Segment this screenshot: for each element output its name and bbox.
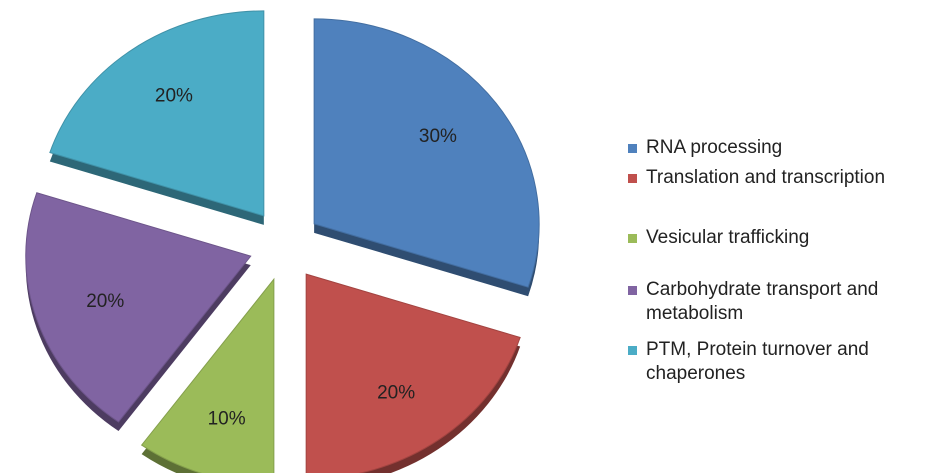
legend-item: PTM, Protein turnover and chaperones — [628, 338, 950, 386]
data-label: 20% — [86, 291, 124, 312]
legend-item: Translation and transcription — [628, 166, 950, 190]
slice — [25, 192, 252, 423]
legend-label: Translation and transcription — [646, 167, 886, 188]
data-label: 10% — [208, 409, 246, 430]
legend-swatch — [628, 144, 637, 153]
slice — [313, 18, 540, 288]
legend-swatch — [628, 174, 637, 183]
slice — [140, 277, 275, 473]
slice — [305, 273, 521, 473]
data-label: 30% — [419, 126, 457, 147]
slice — [49, 10, 265, 217]
legend-swatch — [628, 346, 637, 355]
legend-label: Carbohydrate transport and metabolism — [646, 279, 879, 324]
legend-label: Vesicular trafficking — [646, 227, 810, 248]
data-label: 20% — [155, 85, 193, 106]
data-label: 20% — [377, 383, 415, 404]
legend-label: RNA processing — [646, 137, 783, 158]
legend-item: Carbohydrate transport and metabolism — [628, 278, 950, 326]
legend-swatch — [628, 286, 637, 295]
legend-item: RNA processing — [628, 136, 950, 160]
legend-swatch — [628, 234, 637, 243]
legend-label: PTM, Protein turnover and chaperones — [646, 339, 869, 384]
legend-item: Vesicular trafficking — [628, 226, 950, 250]
